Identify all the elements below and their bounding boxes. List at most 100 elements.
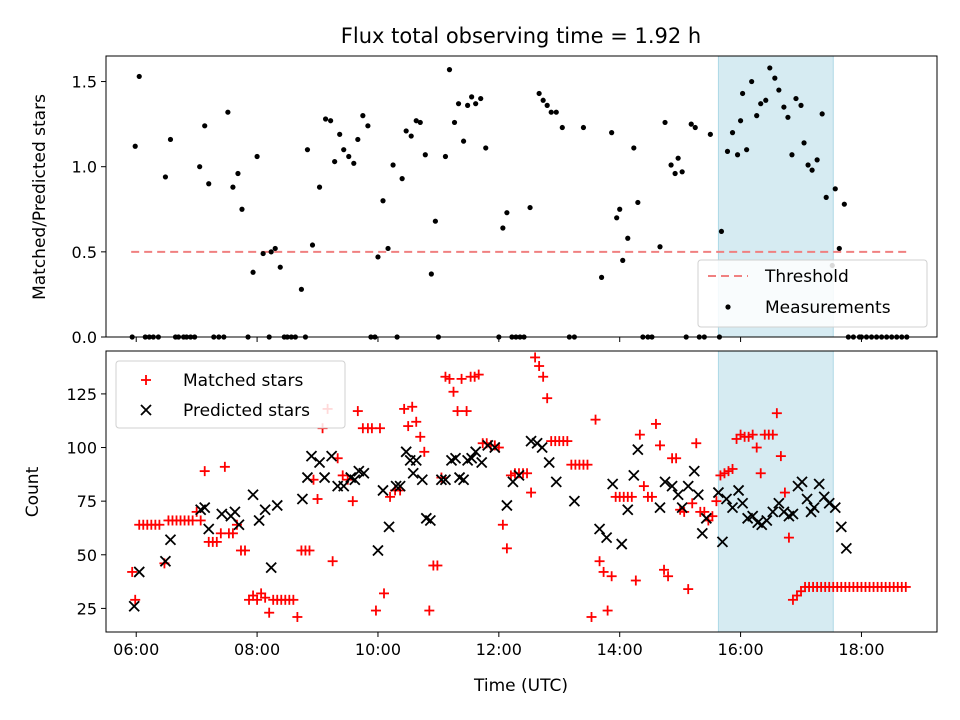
matched-star-point — [501, 543, 512, 554]
predicted-star-point — [203, 523, 215, 535]
top-y-tick-label: 0.0 — [72, 328, 97, 347]
matched-star-point — [747, 429, 758, 440]
x-axis-label: Time (UTC) — [473, 676, 568, 696]
matched-star-point — [602, 605, 613, 616]
matched-star-point — [403, 421, 414, 432]
matched-star-point — [444, 373, 455, 384]
measurement-point — [206, 181, 212, 187]
matched-star-point — [497, 519, 508, 530]
matched-star-point — [415, 431, 426, 442]
x-tick-label: 10:00 — [355, 640, 401, 659]
predicted-star-point — [301, 471, 314, 484]
predicted-star-point — [543, 456, 555, 469]
matched-star-point — [630, 575, 641, 586]
bottom-y-tick-label: 50 — [77, 546, 97, 565]
predicted-star-point — [482, 439, 494, 452]
matched-star-point — [154, 519, 165, 530]
measurement-point — [422, 152, 428, 158]
top-panel: 0.0 0.5 1.0 1.5 Threshold Measurements — [72, 55, 938, 347]
predicted-star-point — [265, 562, 277, 574]
predicted-star-point — [253, 514, 265, 527]
predicted-star-point — [747, 510, 759, 522]
measurement-point — [355, 136, 361, 143]
measurement-point — [734, 152, 741, 158]
measurement-point — [675, 155, 681, 161]
measurement-point — [758, 101, 764, 107]
matched-star-point — [452, 406, 463, 417]
bottom-axes-frame — [105, 350, 938, 633]
measurement-point — [328, 118, 334, 124]
measurement-point — [442, 153, 449, 160]
measurement-point — [544, 102, 550, 108]
predicted-star-point — [383, 521, 395, 533]
measurement-point — [679, 169, 685, 175]
bottom-y-axis-label: Count — [23, 466, 43, 517]
measurement-point — [451, 119, 458, 126]
measurement-point — [230, 184, 236, 190]
measurement-point — [798, 102, 804, 108]
measurement-point — [625, 235, 631, 241]
predicted-star-point — [449, 452, 462, 464]
predicted-star-point — [377, 484, 389, 497]
measurement-point — [724, 148, 731, 154]
measurement-point — [785, 114, 791, 120]
predicted-star-point — [700, 512, 712, 524]
predicted-star-point — [761, 514, 773, 527]
matched-star-point — [663, 571, 674, 582]
predicted-star-point — [813, 478, 825, 490]
matched-star-point — [691, 438, 702, 449]
bottom-y-tick-label: 125 — [66, 385, 97, 404]
matched-star-point — [767, 429, 778, 440]
x-tick-label: 06:00 — [113, 640, 159, 659]
predicted-star-point — [435, 474, 448, 486]
matched-star-point — [562, 436, 573, 447]
predicted-star-point — [654, 501, 666, 514]
predicted-star-point — [622, 504, 634, 516]
measurement-point — [304, 147, 311, 153]
measurement-point — [428, 271, 434, 277]
bottom-panel: 25 50 75 100 125 06:00 08:00 10:00 12:00 14:00 16:… — [66, 350, 938, 659]
measurement-point — [814, 157, 820, 163]
bottom-y-tick-label: 75 — [77, 492, 97, 511]
predicted-star-point — [525, 435, 537, 447]
predicted-star-point — [470, 446, 482, 458]
measurement-point — [197, 164, 203, 170]
matched-star-point — [783, 532, 794, 543]
predicted-star-point — [732, 484, 745, 497]
predicted-star-point — [164, 534, 177, 546]
measurement-point — [260, 250, 266, 257]
predicted-star-point — [259, 504, 271, 516]
predicted-star-point — [501, 499, 513, 512]
measurement-point — [609, 130, 615, 136]
top-y-tick-label: 0.5 — [72, 243, 97, 262]
matched-star-point — [683, 584, 694, 595]
matched-star-point — [312, 494, 323, 505]
matched-star-point — [227, 528, 238, 539]
measurement-point — [692, 124, 698, 131]
matched-star-point — [538, 371, 549, 382]
measurement-point — [268, 249, 274, 255]
matched-star-point — [292, 611, 303, 622]
measurement-point — [375, 254, 381, 260]
predicted-star-point — [712, 486, 725, 499]
predicted-star-point — [823, 497, 835, 509]
chart-title: Flux total observing time = 1.92 h — [341, 24, 701, 48]
predicted-star-point — [796, 476, 808, 488]
predicted-star-point — [767, 506, 779, 518]
matched-star-point — [448, 386, 459, 397]
predicted-star-point — [216, 508, 228, 520]
measurement-point — [832, 186, 838, 192]
measurement-point — [789, 152, 795, 158]
predicted-star-point — [835, 521, 847, 533]
predicted-star-point — [390, 480, 402, 492]
predicted-star-point — [271, 499, 283, 512]
legend-matched-label: Matched stars — [183, 371, 303, 391]
matched-star-point — [219, 461, 230, 472]
matched-star-point — [646, 491, 657, 502]
x-tick-label: 12:00 — [476, 640, 522, 659]
measurement-point — [162, 174, 169, 180]
measurement-point — [250, 269, 256, 275]
matched-star-point — [526, 487, 537, 498]
matched-star-point — [775, 451, 786, 462]
